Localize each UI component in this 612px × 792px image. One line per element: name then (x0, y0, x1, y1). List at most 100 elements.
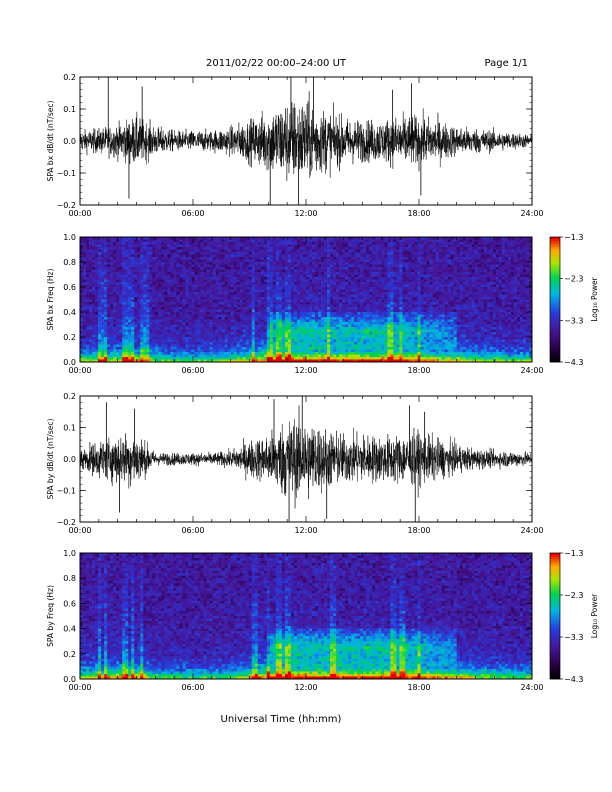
heatmap-cell (299, 344, 304, 348)
heatmap-cell (89, 237, 93, 240)
heatmap-cell (284, 332, 289, 335)
heatmap-cell (104, 344, 108, 348)
heatmap-cell (218, 319, 222, 323)
heatmap-cell (363, 282, 367, 285)
heatmap-cell (161, 354, 165, 358)
heatmap-cell (224, 334, 228, 338)
heatmap-cell (125, 357, 129, 360)
heatmap-cell (302, 339, 307, 343)
heatmap-cell (248, 277, 253, 280)
heatmap-cell (92, 257, 96, 260)
heatmap-cell (336, 344, 340, 348)
heatmap-cell (80, 257, 84, 260)
heatmap-cell (89, 304, 93, 308)
heatmap-cell (302, 239, 307, 243)
heatmap-cell (95, 327, 99, 330)
heatmap-cell (137, 314, 141, 318)
heatmap-cell (128, 319, 132, 323)
heatmap-cell (230, 344, 234, 348)
heatmap-cell (351, 314, 355, 318)
heatmap-cell (206, 279, 210, 283)
heatmap-cell (284, 349, 289, 353)
heatmap-cell (119, 237, 123, 240)
heatmap-cell (278, 299, 283, 303)
heatmap-cell (269, 352, 274, 355)
heatmap-cell (284, 342, 289, 345)
heatmap-cell (197, 284, 201, 288)
heatmap-cell (173, 332, 177, 335)
heatmap-cell (137, 239, 141, 243)
heatmap-cell (315, 314, 319, 318)
heatmap-cell (339, 302, 343, 305)
heatmap-cell (89, 337, 93, 340)
heatmap-cell (269, 237, 274, 240)
heatmap-cell (321, 307, 325, 310)
heatmap-cell (209, 247, 213, 250)
heatmap-cell (251, 302, 256, 305)
heatmap-cell (194, 357, 198, 360)
heatmap-cell (146, 269, 150, 273)
heatmap-cell (245, 267, 250, 270)
heatmap-cell (275, 287, 280, 290)
heatmap-cell (302, 329, 307, 333)
heatmap-cell (122, 287, 126, 290)
heatmap-cell (86, 259, 90, 263)
heatmap-cell (224, 269, 228, 273)
heatmap-cell (188, 319, 192, 323)
heatmap-cell (83, 242, 87, 245)
heatmap-cell (185, 344, 189, 348)
heatmap-cell (309, 254, 313, 258)
heatmap-cell (164, 307, 168, 310)
heatmap-cell (209, 274, 213, 278)
heatmap-cell (239, 272, 244, 275)
heatmap-cell (197, 247, 201, 250)
heatmap-cell (242, 267, 247, 270)
heatmap-cell (110, 247, 114, 250)
heatmap-cell (143, 314, 147, 318)
heatmap-cell (104, 327, 108, 330)
heatmap-cell (86, 334, 90, 338)
heatmap-cell (167, 327, 171, 330)
heatmap-cell (260, 339, 265, 343)
heatmap-cell (188, 292, 192, 295)
heatmap-cell (155, 312, 159, 315)
heatmap-cell (134, 299, 138, 303)
heatmap-cell (122, 349, 126, 353)
heatmap-cell (188, 347, 192, 350)
heatmap-cell (80, 247, 84, 250)
heatmap-cell (296, 279, 301, 283)
heatmap-cell (182, 299, 186, 303)
heatmap-cell (116, 339, 120, 343)
heatmap-cell (233, 257, 237, 260)
heatmap-cell (83, 342, 87, 345)
heatmap-cell (179, 237, 183, 240)
heatmap-cell (164, 262, 168, 265)
heatmap-cell (155, 339, 159, 343)
heatmap-cell (336, 264, 340, 268)
heatmap-cell (143, 317, 147, 320)
heatmap-cell (233, 264, 237, 268)
heatmap-cell (281, 332, 286, 335)
heatmap-cell (245, 302, 250, 305)
heatmap-cell (278, 267, 283, 270)
heatmap-cell (125, 274, 129, 278)
heatmap-cell (266, 319, 271, 323)
heatmap-cell (140, 309, 144, 313)
heatmap-cell (113, 329, 117, 333)
heatmap-cell (296, 272, 301, 275)
heatmap-cell (348, 264, 352, 268)
heatmap-cell (92, 254, 96, 258)
heatmap-cell (92, 342, 96, 345)
heatmap-cell (275, 337, 280, 340)
heatmap-cell (321, 267, 325, 270)
heatmap-cell (221, 247, 225, 250)
heatmap-cell (242, 312, 247, 315)
heatmap-cell (299, 317, 304, 320)
heatmap-cell (254, 319, 259, 323)
heatmap-cell (86, 347, 90, 350)
heatmap-cell (161, 279, 165, 283)
heatmap-cell (209, 357, 213, 360)
heatmap-cell (293, 277, 298, 280)
heatmap-cell (131, 327, 135, 330)
heatmap-cell (215, 334, 219, 338)
